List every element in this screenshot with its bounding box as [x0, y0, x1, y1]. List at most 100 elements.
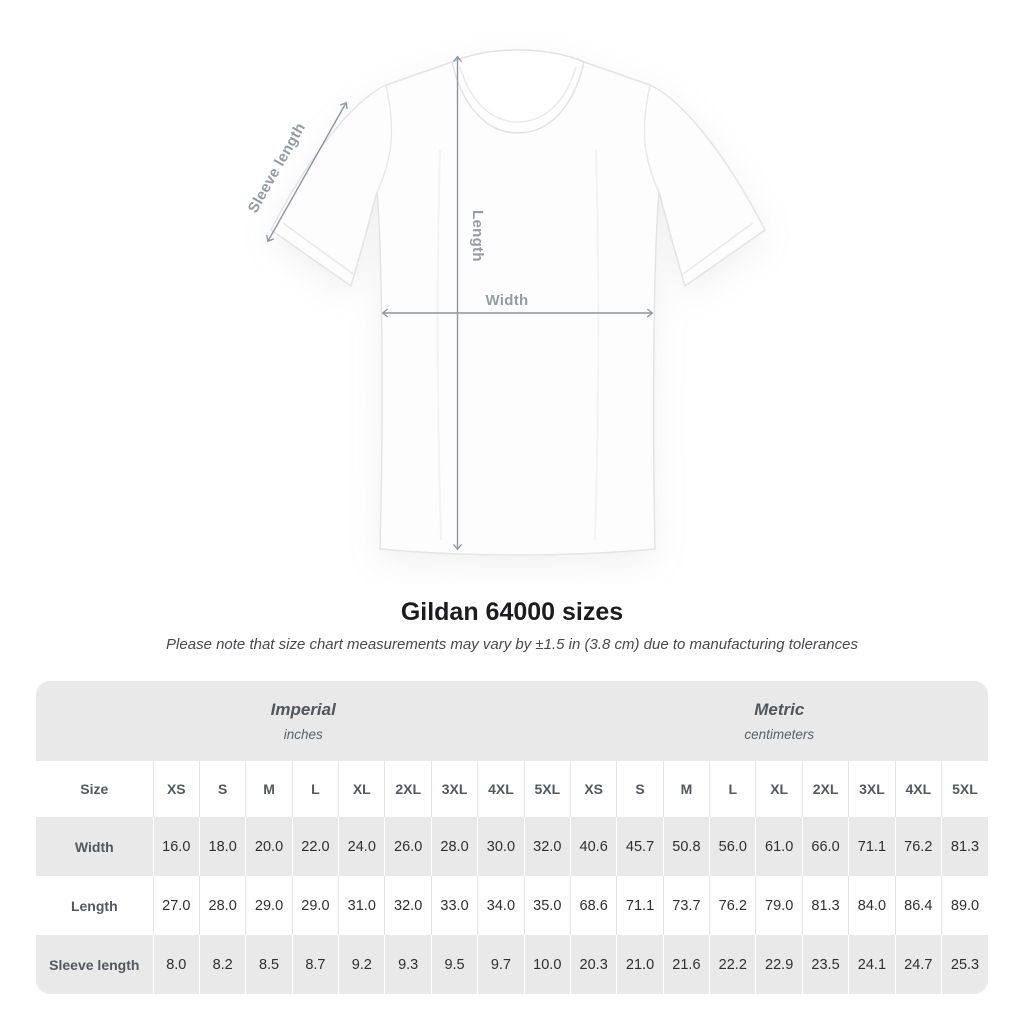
size-header-xs-imperial: XS: [152, 761, 200, 817]
size-table-container: Imperial inches Metric centimeters Size XS S M L…: [36, 681, 988, 994]
value-cell-metric: 21.6: [662, 935, 710, 994]
page-title: Gildan 64000 sizes: [400, 598, 624, 626]
value-cell-imperial: 28.0: [430, 817, 478, 876]
value-cell-imperial: 29.0: [291, 876, 339, 935]
value-cell-metric: 86.4: [894, 876, 942, 935]
size-header-s-metric: S: [616, 761, 664, 817]
value-cell-imperial: 32.0: [384, 876, 432, 935]
value-cell-imperial: 32.0: [523, 817, 571, 876]
value-cell-imperial: 34.0: [477, 876, 525, 935]
value-cell-metric: 66.0: [801, 817, 849, 876]
value-cell-imperial: 10.0: [523, 935, 571, 994]
unit-group-label: Metric: [754, 700, 805, 719]
value-cell-imperial: 8.5: [245, 935, 293, 994]
value-cell-metric: 25.3: [940, 935, 988, 994]
value-cell-metric: 23.5: [801, 935, 849, 994]
measurement-row: Sleeve length 8.0 8.2 8.5 8.7 9.2 9.3 9.5 9.7 10.…: [36, 935, 988, 994]
value-cell-imperial: 27.0: [152, 876, 200, 935]
value-cell-imperial: 18.0: [198, 817, 246, 876]
width-label: Width: [485, 292, 528, 309]
value-cell-metric: 89.0: [940, 876, 988, 935]
length-label: Length: [469, 210, 486, 262]
value-cell-metric: 71.1: [616, 876, 664, 935]
value-cell-imperial: 35.0: [523, 876, 571, 935]
value-cell-imperial: 16.0: [152, 817, 200, 876]
tshirt-collar: [451, 49, 585, 134]
size-header-2xl-imperial: 2XL: [384, 761, 432, 817]
value-cell-imperial: 8.7: [291, 935, 339, 994]
row-label: Sleeve length: [36, 935, 154, 994]
size-header-4xl-imperial: 4XL: [477, 761, 525, 817]
measurement-row: Length 27.0 28.0 29.0 29.0 31.0 32.0 33.0 34.0 35…: [36, 876, 988, 935]
size-header-xl-imperial: XL: [338, 761, 385, 817]
row-label: Length: [36, 876, 154, 935]
value-cell-metric: 40.6: [569, 817, 617, 876]
size-header-3xl-metric: 3XL: [848, 761, 896, 817]
tshirt-silhouette: [270, 52, 766, 556]
value-cell-metric: 76.2: [894, 817, 942, 876]
value-cell-metric: 24.7: [894, 935, 942, 994]
size-header-xl-metric: XL: [755, 761, 803, 817]
value-cell-imperial: 8.2: [198, 935, 246, 994]
fabric-crease: [594, 149, 600, 541]
value-cell-metric: 20.3: [569, 935, 617, 994]
size-header-4xl-metric: 4XL: [894, 761, 942, 817]
value-cell-metric: 81.3: [940, 817, 988, 876]
tshirt-diagram-svg: Sleeve length Length Width: [245, 49, 766, 556]
size-header-m-metric: M: [662, 761, 710, 817]
size-header-m-imperial: M: [245, 761, 293, 817]
left-armhole-seam: [376, 84, 393, 193]
tolerance-note: Please note that size chart measurements…: [166, 636, 858, 653]
size-header-5xl-imperial: 5XL: [523, 761, 571, 817]
row-label: Width: [36, 817, 154, 876]
value-cell-imperial: 29.0: [245, 876, 293, 935]
value-cell-imperial: 24.0: [338, 817, 385, 876]
size-header-5xl-metric: 5XL: [940, 761, 988, 817]
value-cell-metric: 56.0: [709, 817, 756, 876]
value-cell-metric: 22.2: [709, 935, 756, 994]
unit-group-sublabel: inches: [283, 727, 323, 742]
value-cell-metric: 76.2: [709, 876, 756, 935]
value-cell-metric: 84.0: [848, 876, 896, 935]
size-header-2xl-metric: 2XL: [801, 761, 849, 817]
value-cell-metric: 24.1: [848, 935, 896, 994]
size-header-l-metric: L: [709, 761, 756, 817]
tshirt-measurement-diagram: Sleeve length Length Width: [245, 49, 766, 556]
value-cell-metric: 71.1: [848, 817, 896, 876]
value-cell-metric: 22.9: [755, 935, 803, 994]
value-cell-metric: 61.0: [755, 817, 803, 876]
unit-group-metric: Metric centimeters: [570, 681, 988, 761]
right-armhole-seam: [643, 84, 660, 193]
size-header-s-imperial: S: [198, 761, 246, 817]
unit-group-imperial: Imperial inches: [36, 681, 571, 761]
value-cell-metric: 21.0: [616, 935, 664, 994]
size-chart-heading: Gildan 64000 sizes Please note that size…: [0, 598, 1024, 653]
fabric-crease: [436, 149, 442, 541]
value-cell-imperial: 30.0: [477, 817, 525, 876]
value-cell-imperial: 9.5: [430, 935, 478, 994]
value-cell-metric: 81.3: [801, 876, 849, 935]
value-cell-imperial: 9.7: [477, 935, 525, 994]
value-cell-imperial: 31.0: [338, 876, 385, 935]
size-header-3xl-imperial: 3XL: [430, 761, 478, 817]
value-cell-metric: 68.6: [569, 876, 617, 935]
tshirt-illustration: [270, 49, 766, 556]
value-cell-metric: 50.8: [662, 817, 710, 876]
value-cell-imperial: 9.2: [338, 935, 385, 994]
value-cell-metric: 73.7: [662, 876, 710, 935]
collar-seam: [459, 66, 577, 123]
size-table: Imperial inches Metric centimeters Size XS S M L…: [36, 681, 988, 994]
value-cell-metric: 45.7: [616, 817, 664, 876]
size-header-xs-metric: XS: [569, 761, 617, 817]
size-header-row: Size XS S M L XL 2XL 3XL 4XL 5XL XS S M L XL 2XL 3XL 4XL 5…: [36, 761, 988, 817]
right-cuff-seam: [682, 222, 754, 275]
value-cell-imperial: 20.0: [245, 817, 293, 876]
unit-band-row: Imperial inches Metric centimeters: [36, 681, 988, 761]
size-header-l-imperial: L: [291, 761, 339, 817]
value-cell-imperial: 22.0: [291, 817, 339, 876]
measurement-row: Width 16.0 18.0 20.0 22.0 24.0 26.0 28.0 30.0 32.…: [36, 817, 988, 876]
value-cell-imperial: 28.0: [198, 876, 246, 935]
unit-group-sublabel: centimeters: [744, 727, 815, 742]
unit-group-label: Imperial: [270, 700, 336, 719]
size-corner-label: Size: [36, 761, 154, 817]
